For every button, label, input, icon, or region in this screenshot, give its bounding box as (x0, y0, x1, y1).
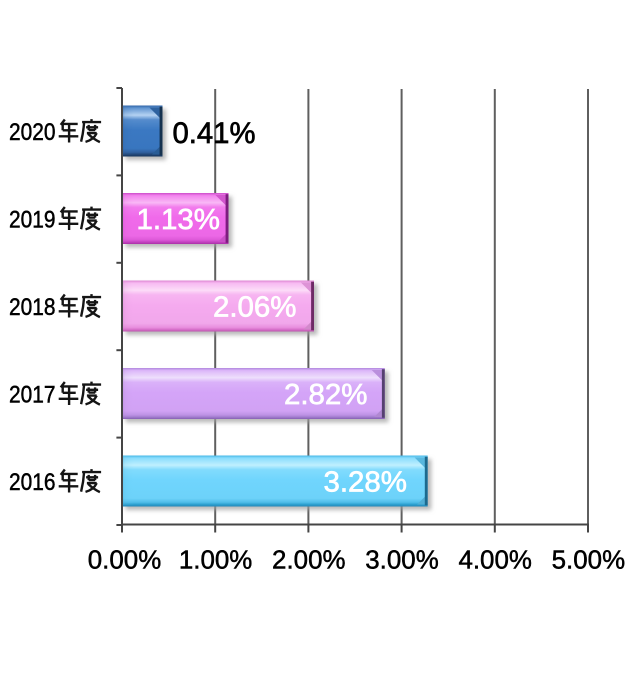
svg-text:2.00%: 2.00% (272, 545, 346, 575)
svg-text:1.00%: 1.00% (179, 545, 253, 575)
svg-text:2019: 2019 (9, 207, 56, 234)
svg-text:2020: 2020 (9, 119, 56, 146)
svg-text:2.06%: 2.06% (213, 292, 297, 324)
svg-text:0.41%: 0.41% (173, 117, 256, 150)
svg-text:2016: 2016 (9, 469, 56, 496)
svg-text:4.00%: 4.00% (458, 545, 532, 575)
svg-text:3.00%: 3.00% (365, 545, 439, 575)
svg-text:5.00%: 5.00% (552, 545, 626, 575)
svg-text:2017: 2017 (9, 382, 56, 409)
svg-text:2018: 2018 (9, 294, 56, 321)
svg-text:2.82%: 2.82% (284, 379, 368, 411)
svg-text:3.28%: 3.28% (324, 467, 408, 499)
svg-text:0.00%: 0.00% (88, 545, 162, 575)
svg-text:1.13%: 1.13% (137, 204, 221, 236)
